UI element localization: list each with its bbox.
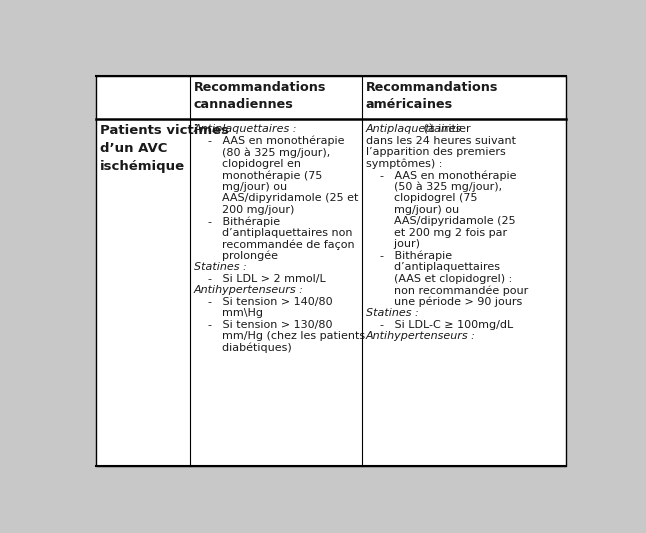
Text: -   AAS en monothérapie: - AAS en monothérapie [194, 136, 344, 146]
Text: -   AAS en monothérapie: - AAS en monothérapie [366, 170, 516, 181]
Text: clopidogrel (75: clopidogrel (75 [366, 193, 477, 203]
Text: clopidogrel en: clopidogrel en [194, 159, 301, 169]
Text: (50 à 325 mg/jour),: (50 à 325 mg/jour), [366, 182, 502, 192]
Text: jour): jour) [366, 239, 420, 249]
Text: (à initier: (à initier [421, 124, 471, 134]
Text: Statines :: Statines : [194, 262, 247, 272]
Text: (80 à 325 mg/jour),: (80 à 325 mg/jour), [194, 147, 330, 158]
Text: prolongée: prolongée [194, 251, 278, 261]
Text: monothérapie (75: monothérapie (75 [194, 170, 322, 181]
Text: symptômes) :: symptômes) : [366, 159, 442, 169]
Text: et 200 mg 2 fois par: et 200 mg 2 fois par [366, 228, 507, 238]
Text: Statines :: Statines : [366, 308, 419, 318]
Text: Antihypertenseurs :: Antihypertenseurs : [194, 285, 304, 295]
Text: Patients victimes
d’un AVC
ischémique: Patients victimes d’un AVC ischémique [99, 124, 229, 173]
Text: 200 mg/jour): 200 mg/jour) [194, 205, 295, 215]
Text: mm/Hg (chez les patients: mm/Hg (chez les patients [194, 331, 365, 341]
Text: d’antiplaquettaires: d’antiplaquettaires [366, 262, 499, 272]
Text: Antiplaquettaires: Antiplaquettaires [366, 124, 462, 134]
Text: AAS/dipyridamole (25: AAS/dipyridamole (25 [366, 216, 516, 226]
Text: recommandée de façon: recommandée de façon [194, 239, 355, 249]
Text: (AAS et clopidogrel) :: (AAS et clopidogrel) : [366, 273, 512, 284]
Text: l’apparition des premiers: l’apparition des premiers [366, 147, 505, 157]
Text: AAS/dipyridamole (25 et: AAS/dipyridamole (25 et [194, 193, 359, 203]
Text: non recommandée pour: non recommandée pour [366, 285, 528, 296]
Text: d’antiplaquettaires non: d’antiplaquettaires non [194, 228, 353, 238]
Text: dans les 24 heures suivant: dans les 24 heures suivant [366, 136, 516, 146]
Text: diabétiques): diabétiques) [194, 343, 291, 353]
Text: Antihypertenseurs :: Antihypertenseurs : [366, 331, 475, 341]
Text: -   Bithérapie: - Bithérapie [194, 216, 280, 227]
Text: Recommandations
cannadiennes: Recommandations cannadiennes [194, 81, 326, 111]
Text: -   Si tension > 130/80: - Si tension > 130/80 [194, 320, 333, 329]
Text: -   Bithérapie: - Bithérapie [366, 251, 452, 261]
Text: mm\Hg: mm\Hg [194, 308, 263, 318]
FancyBboxPatch shape [96, 76, 567, 466]
Text: mg/jour) ou: mg/jour) ou [194, 182, 287, 192]
Text: Recommandations
américaines: Recommandations américaines [366, 81, 498, 111]
Text: -   Si LDL > 2 mmol/L: - Si LDL > 2 mmol/L [194, 273, 326, 284]
Text: mg/jour) ou: mg/jour) ou [366, 205, 459, 215]
Text: une période > 90 jours: une période > 90 jours [366, 297, 522, 307]
Text: -   Si LDL-C ≥ 100mg/dL: - Si LDL-C ≥ 100mg/dL [366, 320, 513, 329]
Text: -   Si tension > 140/80: - Si tension > 140/80 [194, 297, 333, 306]
Text: Antiplaquettaires :: Antiplaquettaires : [194, 124, 297, 134]
